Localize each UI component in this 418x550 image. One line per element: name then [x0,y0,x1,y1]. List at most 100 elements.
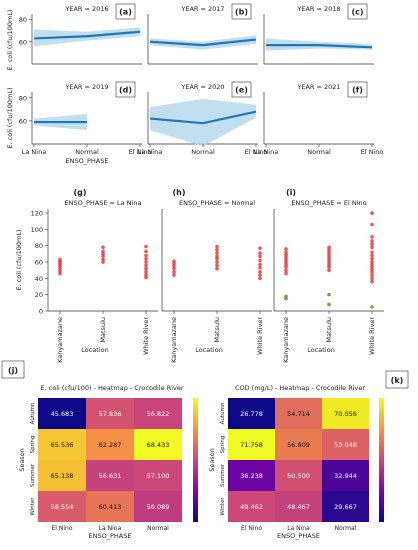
x-tick-label: La Nina [138,148,162,156]
scatter-point [258,270,262,274]
scatter-point [101,245,105,250]
x-tick-label: Kanyamazane [282,317,290,363]
panel-letter-box [1,360,25,379]
panel-letter: (e) [235,86,248,95]
scatter-point [370,242,374,246]
scatter-point [258,251,262,255]
y-tick-label: 80 [35,242,43,250]
panel-letter-box [115,81,136,98]
scatter-point [215,251,219,255]
heatmap-cell-label: 57.836 [99,410,122,418]
heatmap-cell-label: 26.778 [240,410,263,418]
heatmap-cell [86,398,134,429]
scatter-point [172,273,176,277]
heatmap-cell-label: 70.056 [334,410,357,418]
scatter-point [370,305,374,309]
heatmap-cell [322,460,369,491]
scatter-point [370,260,374,264]
x-tick-label: White River [368,317,376,355]
y-tick-label: 60 [35,259,43,267]
heatmap-cell-label: 56.631 [99,472,122,480]
x-axis-title: ENSO_PHASE [66,157,109,165]
panel-letter-box [347,3,368,20]
x-tick-label: El Nino [52,525,73,532]
scatter-point [215,266,219,271]
scatter-point [370,211,374,215]
panel-letter: (a) [119,8,132,17]
x-tick-label: La Nina [287,525,310,532]
scatter-point [144,273,148,277]
x-tick-label: Normal [307,148,331,156]
scatter-point [144,270,148,274]
x-tick-label: El Nino [361,148,384,156]
scatter-point [258,262,262,267]
y-tick-label: 0 [39,308,43,316]
scatter-point [144,256,148,261]
scatter-point [327,268,331,273]
heatmap-cell [86,491,134,522]
y-axis-title: Season [208,448,216,472]
panel-letter-box [347,81,368,98]
series-line [149,38,257,47]
scatter-point [258,258,262,263]
panel-title: YEAR = 2018 [296,5,340,13]
heatmap-cell [134,460,182,491]
heatmap-cell [38,398,86,429]
y-tick-label: 120 [31,210,43,218]
heatmap-cell-label: 57.100 [147,472,170,480]
y-axis-title: Season [18,448,26,472]
x-axis-title: Location [307,346,335,354]
heatmap-cell [275,398,322,429]
y-tick-label: 60 [19,117,27,125]
panel-title: YEAR = 2021 [296,83,340,91]
panel-letter: (i) [286,188,296,197]
heatmap-cell [228,491,275,522]
y-tick-label: Winter [220,497,226,516]
scatter-facets: (g) ENSO_PHASE = La Nina Kanyamazane Matsul… [15,188,384,363]
panel-letter: (d) [119,86,132,95]
x-tick-label: La Nina [22,148,46,156]
heatmap-cell [38,429,86,460]
x-tick-label: Normal [191,148,215,156]
scatter-point [144,263,148,268]
x-axis-title: Location [195,346,223,354]
heatmap-cell-label: 58.554 [51,503,74,511]
heatmaps: (j) E. coli (cfu/100) - Heatmap - Crocodi… [1,360,409,540]
scatter-point [144,253,148,258]
scatter-point [370,234,374,239]
panel-letter-box [115,3,136,20]
panel-title: YEAR = 2019 [64,83,108,91]
scatter-point [370,279,374,284]
scatter-point [144,244,148,249]
scatter-point [215,263,219,268]
heatmap-cell [322,429,369,460]
heatmap-cell [228,460,275,491]
x-tick-label: White River [142,317,150,355]
scatter-point [144,260,148,264]
scatter-point [284,271,288,276]
scatter-point [370,245,374,250]
timeseries-facets: YEAR = 2016 (a) 60 80 YEAR = 2017 (b) YEAR = 2… [6,3,384,165]
scatter-point [370,276,374,281]
heatmap-cell [86,460,134,491]
scatter-point [370,250,374,255]
heatmap-cell-label: 49.462 [240,503,263,511]
scatter-point [144,249,148,254]
heatmap-cell-label: 65.138 [51,472,74,480]
heatmap-cell [86,429,134,460]
heatmap-cell-label: 29.667 [334,503,357,511]
panel-title: ENSO_PHASE = Normal [179,199,255,207]
panel-title: ENSO_PHASE = La Nina [65,199,142,207]
scatter-point [370,239,374,243]
panel-letter: (g) [73,188,86,197]
heatmap-cell [228,429,275,460]
heatmap-cell [275,460,322,491]
heatmap-cell-label: 60.413 [99,503,122,511]
scatter-point [370,256,374,261]
series-line [149,110,257,125]
scatter-point [327,245,331,250]
x-tick-label: La Nina [99,525,122,532]
panel-letter: (f) [352,86,363,95]
x-tick-label: Normal [335,525,357,532]
